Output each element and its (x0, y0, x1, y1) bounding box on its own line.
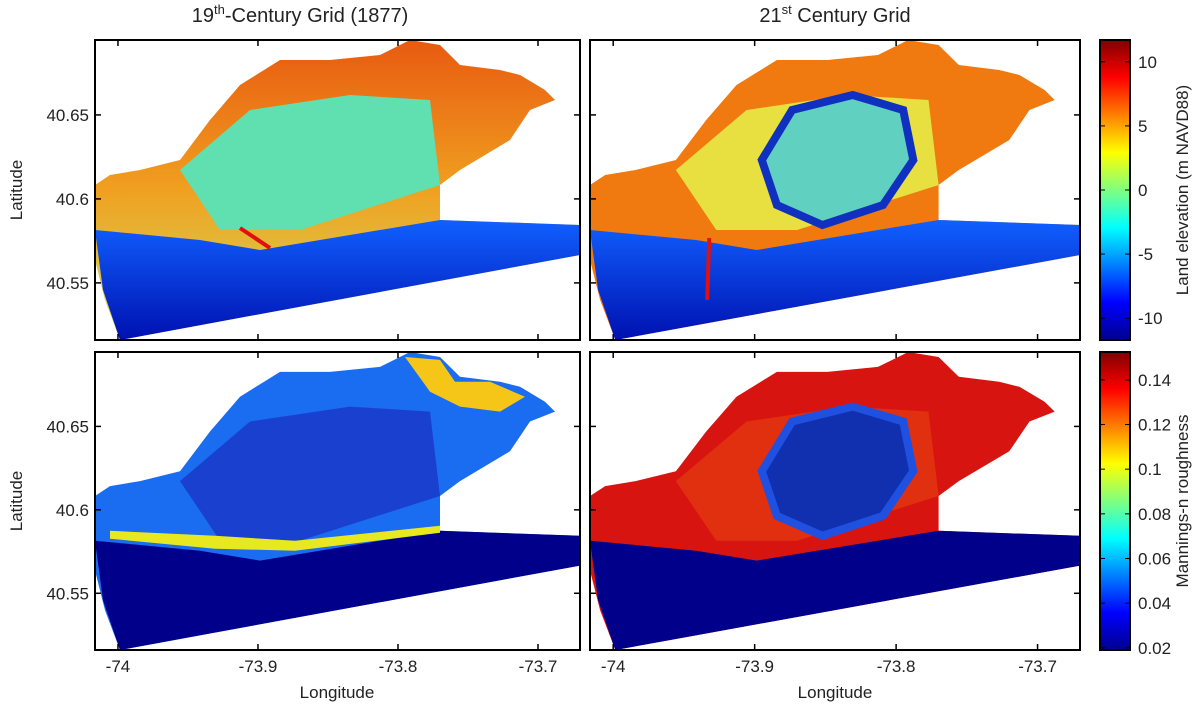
colorbar-tick-label: 0.04 (1138, 594, 1171, 613)
x-tick-label: -73.8 (379, 657, 418, 676)
colorbar-tick-label: 0.14 (1138, 371, 1171, 390)
colorbar-tick-label: 0.06 (1138, 549, 1171, 568)
colorbar-tick-label: 0 (1138, 181, 1147, 200)
colorbar-tick-label: 0.02 (1138, 639, 1171, 658)
x-tick-label: -73.7 (519, 657, 558, 676)
panel-frame (94, 39, 581, 341)
x-tick-label: -73.8 (877, 657, 916, 676)
x-tick-label: -74 (106, 657, 131, 676)
marsh-island (757, 402, 918, 541)
panel-frame (589, 39, 1081, 341)
y-tick-label: 40.6 (56, 501, 89, 520)
ocean-area (95, 220, 580, 340)
colorbar (1099, 351, 1131, 651)
x-tick-label: -74 (601, 657, 626, 676)
ocean-area (590, 220, 1080, 340)
panel-title: 19th-Century Grid (1877) (192, 2, 409, 27)
x-tick-label: -73.9 (735, 657, 774, 676)
colorbar-tick-label: 0.12 (1138, 416, 1171, 435)
marsh-island (757, 90, 918, 230)
bay-area (180, 95, 440, 230)
colorbar-tick-label: -10 (1138, 309, 1163, 328)
panel-title: 21st Century Grid (759, 2, 910, 27)
transect (705, 237, 712, 301)
y-tick-label: 40.55 (46, 584, 89, 603)
transect (238, 226, 272, 250)
panel-frame (589, 351, 1081, 651)
beach-strip (110, 525, 440, 551)
ocean-area (95, 530, 580, 650)
colorbar-tick-label: 0.1 (1138, 460, 1162, 479)
y-tick-label: 40.6 (56, 190, 89, 209)
x-axis-label: Longitude (798, 683, 873, 702)
y-axis-label: Latitude (7, 160, 26, 221)
colorbar-tick-label: 0.08 (1138, 505, 1171, 524)
colorbar-tick-label: 5 (1138, 117, 1147, 136)
x-axis-label: Longitude (300, 683, 375, 702)
y-tick-label: 40.55 (46, 274, 89, 293)
ocean-area (590, 530, 1080, 650)
x-tick-label: -73.7 (1018, 657, 1057, 676)
colorbar-tick-label: -5 (1138, 245, 1153, 264)
bay-area (180, 406, 440, 541)
y-tick-label: 40.65 (46, 417, 89, 436)
y-axis-label: Latitude (7, 471, 26, 532)
panel-frame (94, 351, 581, 651)
colorbar-tick-label: 10 (1138, 53, 1157, 72)
colorbar-label: Mannings-n roughness (1173, 415, 1192, 588)
x-tick-label: -73.9 (239, 657, 278, 676)
colorbar-label: Land elevation (m NAVD88) (1173, 85, 1192, 295)
y-tick-label: 40.65 (46, 106, 89, 125)
upland-patch (405, 357, 525, 412)
